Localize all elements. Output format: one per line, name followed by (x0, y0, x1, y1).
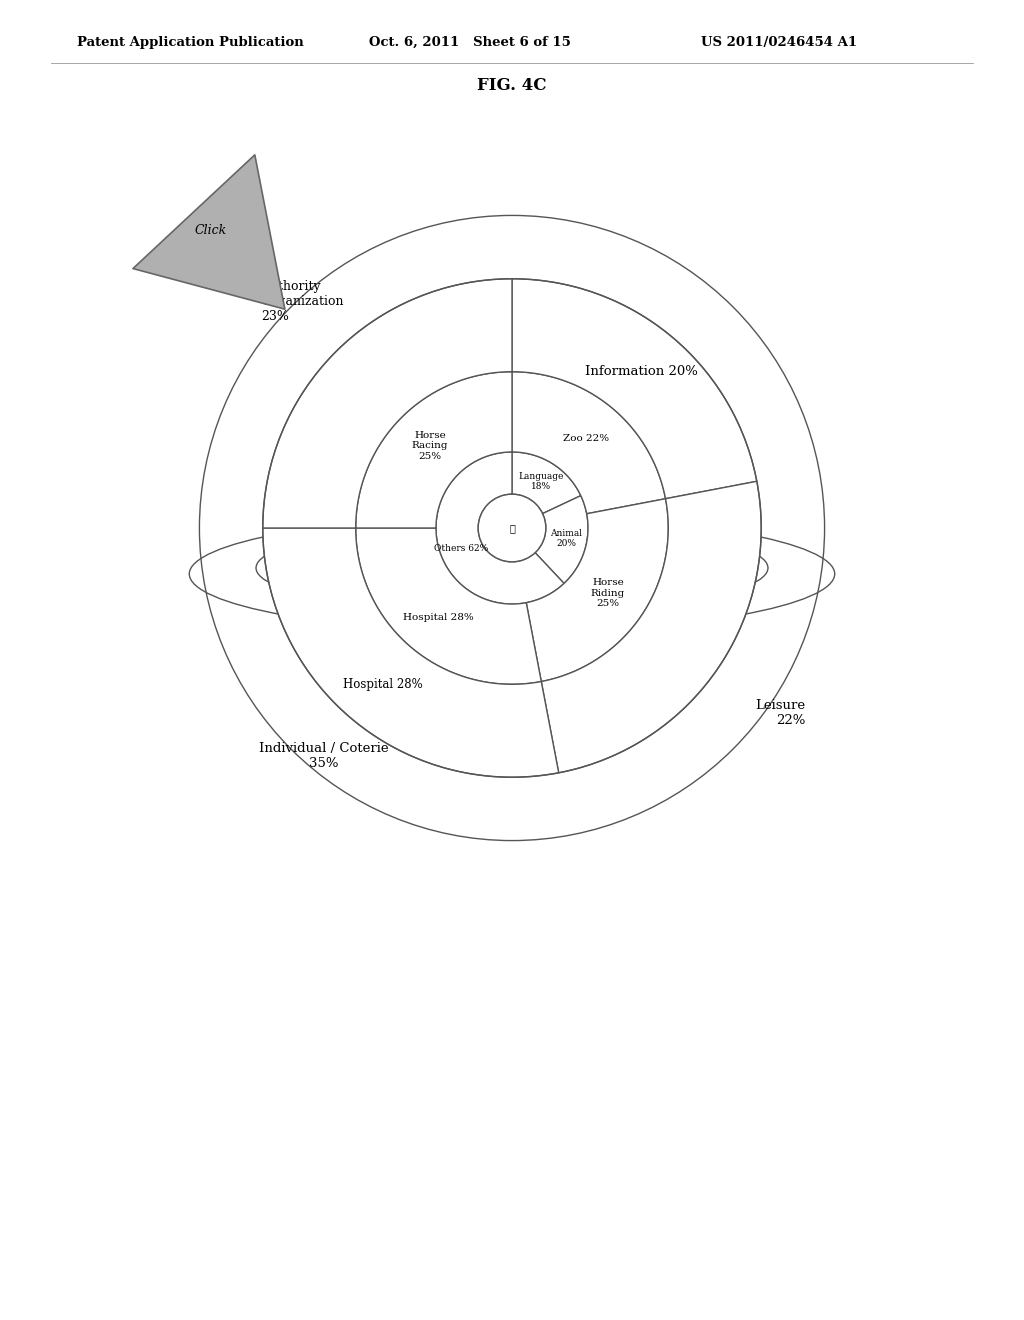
Text: 말: 말 (509, 523, 515, 533)
Ellipse shape (256, 521, 768, 614)
Polygon shape (263, 279, 512, 528)
Polygon shape (355, 372, 512, 528)
Text: Horse
Racing
25%: Horse Racing 25% (412, 430, 449, 461)
Text: Leisure
22%: Leisure 22% (756, 700, 806, 727)
Text: Individual / Coterie
35%: Individual / Coterie 35% (259, 742, 388, 770)
Text: Patent Application Publication: Patent Application Publication (77, 36, 303, 49)
Text: Information 20%: Information 20% (585, 366, 697, 379)
Text: Others 62%: Others 62% (434, 544, 488, 553)
Text: FIG. 4C: FIG. 4C (477, 78, 547, 94)
Text: Zoo 22%: Zoo 22% (563, 434, 609, 444)
Polygon shape (512, 279, 757, 499)
Polygon shape (436, 451, 564, 605)
Polygon shape (263, 528, 559, 777)
Text: US 2011/0246454 A1: US 2011/0246454 A1 (701, 36, 857, 49)
Text: Click: Click (195, 224, 227, 238)
Polygon shape (542, 482, 761, 772)
Ellipse shape (189, 516, 835, 632)
Text: Animal
20%: Animal 20% (550, 528, 582, 548)
Text: Language
18%: Language 18% (519, 473, 564, 491)
Polygon shape (355, 528, 542, 684)
Circle shape (478, 494, 546, 562)
Text: Hospital 28%: Hospital 28% (402, 612, 473, 622)
Text: Oct. 6, 2011   Sheet 6 of 15: Oct. 6, 2011 Sheet 6 of 15 (369, 36, 570, 49)
Polygon shape (526, 499, 669, 681)
Polygon shape (536, 495, 588, 583)
Polygon shape (512, 372, 666, 513)
Text: Horse
Riding
25%: Horse Riding 25% (591, 578, 626, 609)
Polygon shape (512, 451, 581, 513)
Text: Hospital 28%: Hospital 28% (343, 677, 423, 690)
Text: Authority
Organization
23%: Authority Organization 23% (261, 280, 344, 322)
